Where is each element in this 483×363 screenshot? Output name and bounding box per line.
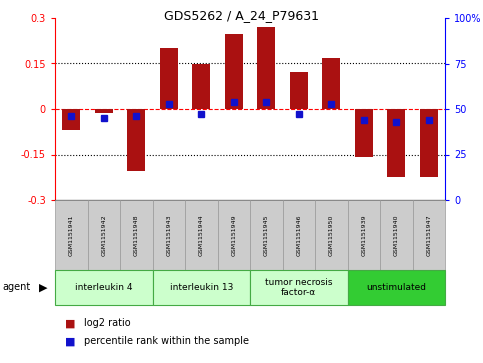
Text: interleukin 4: interleukin 4	[75, 283, 132, 292]
Text: GSM1151939: GSM1151939	[361, 214, 366, 256]
Bar	[128, 109, 145, 171]
Bar	[387, 109, 405, 177]
Text: GSM1151950: GSM1151950	[329, 214, 334, 256]
Bar	[355, 109, 373, 157]
Text: ■: ■	[65, 318, 75, 328]
Text: agent: agent	[2, 282, 30, 293]
Text: ■: ■	[65, 336, 75, 346]
Text: GDS5262 / A_24_P79631: GDS5262 / A_24_P79631	[164, 9, 319, 22]
Bar	[192, 64, 210, 109]
Bar	[62, 109, 80, 130]
Text: tumor necrosis
factor-α: tumor necrosis factor-α	[265, 278, 332, 297]
Text: interleukin 13: interleukin 13	[170, 283, 233, 292]
Text: unstimulated: unstimulated	[366, 283, 426, 292]
Bar	[160, 48, 178, 109]
Text: GSM1151945: GSM1151945	[264, 214, 269, 256]
Bar	[95, 109, 113, 113]
Text: GSM1151943: GSM1151943	[166, 214, 171, 256]
Text: log2 ratio: log2 ratio	[84, 318, 130, 328]
Text: GSM1151942: GSM1151942	[101, 214, 106, 256]
Text: GSM1151946: GSM1151946	[296, 214, 301, 256]
Text: ▶: ▶	[39, 282, 47, 293]
Text: GSM1151944: GSM1151944	[199, 214, 204, 256]
Text: GSM1151940: GSM1151940	[394, 214, 399, 256]
Text: percentile rank within the sample: percentile rank within the sample	[84, 336, 249, 346]
Bar	[420, 109, 438, 177]
Text: GSM1151941: GSM1151941	[69, 214, 74, 256]
Bar	[322, 58, 340, 109]
Text: GSM1151947: GSM1151947	[426, 214, 431, 256]
Bar	[290, 72, 308, 109]
Text: GSM1151948: GSM1151948	[134, 214, 139, 256]
Text: GSM1151949: GSM1151949	[231, 214, 236, 256]
Bar	[257, 27, 275, 109]
Bar	[225, 34, 242, 109]
